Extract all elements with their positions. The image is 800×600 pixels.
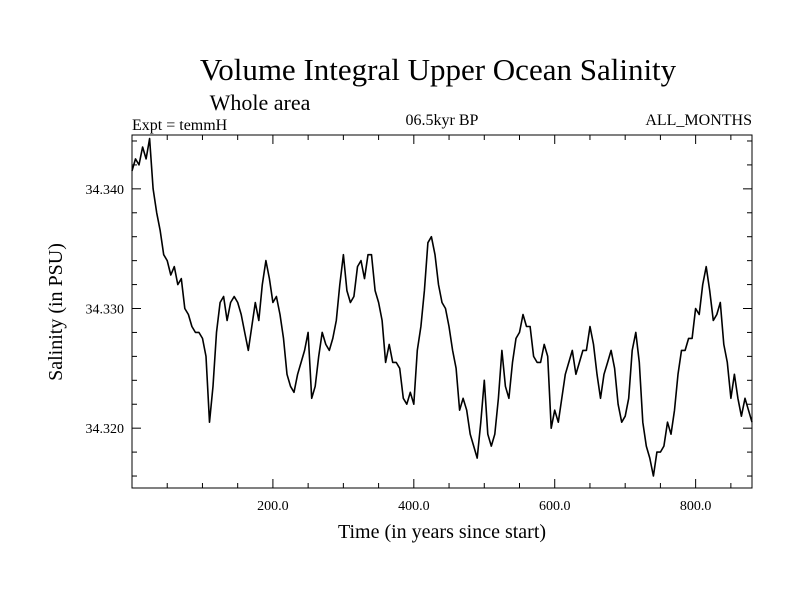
y-tick-label: 34.320 — [86, 422, 125, 437]
period-label: 06.5kyr BP — [406, 112, 479, 129]
x-tick-label: 200.0 — [257, 499, 289, 514]
plot-frame — [131, 134, 753, 489]
x-tick-label: 800.0 — [680, 499, 712, 514]
x-tick-label: 400.0 — [398, 499, 430, 514]
chart-subtitle: Whole area — [210, 90, 311, 115]
x-axis: 200.0 400.0 600.0 800.0 — [166, 135, 732, 514]
y-tick-label: 34.340 — [86, 183, 125, 198]
months-label: ALL_MONTHS — [645, 112, 752, 129]
salinity-series-line — [131, 137, 753, 477]
x-axis-label: Time (in years since start) — [338, 521, 546, 543]
x-tick-label: 600.0 — [539, 499, 571, 514]
y-tick-label: 34.330 — [86, 303, 125, 318]
y-axis: 34.320 34.330 34.340 — [86, 140, 752, 477]
experiment-label: Expt = temmH — [132, 117, 228, 134]
y-axis-label: Salinity (in PSU) — [45, 243, 67, 381]
chart-title: Volume Integral Upper Ocean Salinity — [200, 52, 677, 87]
